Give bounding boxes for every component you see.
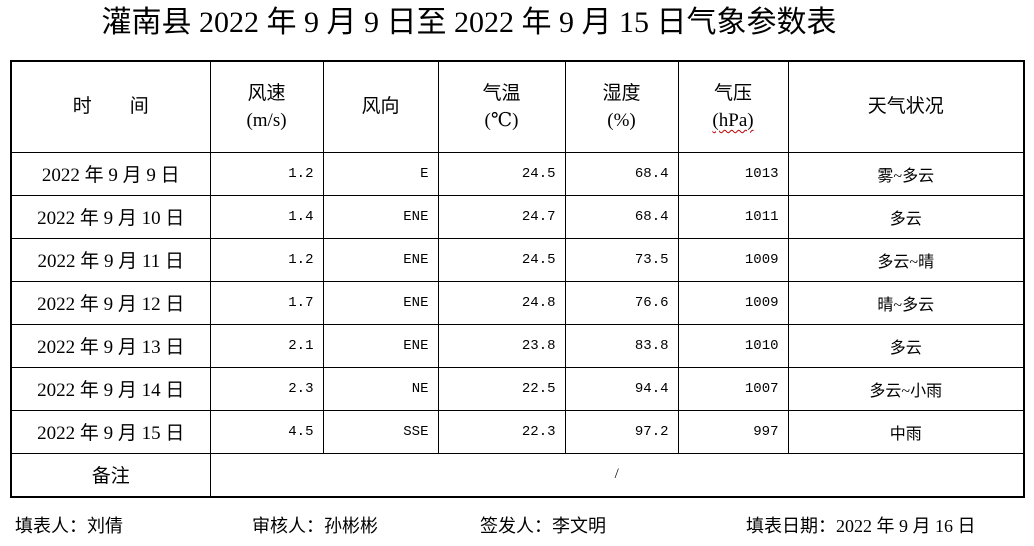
col-header-pressure-label: 气压 bbox=[713, 82, 752, 104]
pressure-cell: 1009 bbox=[677, 237, 789, 282]
humidity-cell: 94.4 bbox=[564, 366, 679, 411]
wind-speed-cell: 4.5 bbox=[209, 409, 324, 454]
humidity-cell: 76.6 bbox=[564, 280, 679, 325]
temperature-cell: 24.7 bbox=[437, 194, 566, 239]
reviewed-by: 审核人：孙彬彬 bbox=[252, 516, 378, 536]
weather-condition-cell: 多云 bbox=[787, 323, 1025, 368]
wind-speed-cell: 1.2 bbox=[209, 151, 324, 196]
issued-by: 签发人：李文明 bbox=[480, 516, 606, 536]
wind-direction-cell: NE bbox=[322, 366, 439, 411]
date-cell: 2022 年 9 月 13 日 bbox=[10, 323, 211, 368]
date-cell: 2022 年 9 月 14 日 bbox=[10, 366, 211, 411]
weather-parameters-table: 时 间 风速 (m/s) 风向 气温 (℃) 湿度 (%) 气压 (hPa) bbox=[10, 60, 1025, 498]
wind-speed-cell: 1.7 bbox=[209, 280, 324, 325]
col-header-wind-speed-unit: (m/s) bbox=[246, 109, 287, 131]
wind-direction-cell: SSE bbox=[322, 409, 439, 454]
col-header-pressure: 气压 (hPa) bbox=[677, 60, 789, 153]
table-row: 2022 年 9 月 10 日 1.4 ENE 24.7 68.4 1011 多… bbox=[10, 194, 1025, 239]
pressure-cell: 1007 bbox=[677, 366, 789, 411]
col-header-temperature: 气温 (℃) bbox=[437, 60, 566, 153]
weather-condition-cell: 中雨 bbox=[787, 409, 1025, 454]
col-header-time-label: 时 间 bbox=[72, 96, 149, 118]
weather-condition-cell: 多云 bbox=[787, 194, 1025, 239]
pressure-cell: 1010 bbox=[677, 323, 789, 368]
table-row: 2022 年 9 月 9 日 1.2 E 24.5 68.4 1013 雾~多云 bbox=[10, 151, 1025, 196]
table-row: 2022 年 9 月 14 日 2.3 NE 22.5 94.4 1007 多云… bbox=[10, 366, 1025, 411]
page-title: 灌南县 2022 年 9 月 9 日至 2022 年 9 月 15 日气象参数表 bbox=[101, 6, 837, 39]
humidity-cell: 68.4 bbox=[564, 151, 679, 196]
table-row: 2022 年 9 月 11 日 1.2 ENE 24.5 73.5 1009 多… bbox=[10, 237, 1025, 282]
wind-direction-cell: E bbox=[322, 151, 439, 196]
temperature-cell: 22.3 bbox=[437, 409, 566, 454]
col-header-time: 时 间 bbox=[10, 60, 211, 153]
col-header-pressure-unit: (hPa) bbox=[712, 109, 754, 131]
table-row: 2022 年 9 月 15 日 4.5 SSE 22.3 97.2 997 中雨 bbox=[10, 409, 1025, 454]
col-header-wind-speed: 风速 (m/s) bbox=[209, 60, 324, 153]
wind-direction-cell: ENE bbox=[322, 237, 439, 282]
col-header-humidity-unit: (%) bbox=[607, 109, 636, 131]
wind-speed-cell: 1.4 bbox=[209, 194, 324, 239]
pressure-cell: 1013 bbox=[677, 151, 789, 196]
humidity-cell: 83.8 bbox=[564, 323, 679, 368]
table-header-row: 时 间 风速 (m/s) 风向 气温 (℃) 湿度 (%) 气压 (hPa) bbox=[10, 60, 1025, 153]
wind-speed-cell: 1.2 bbox=[209, 237, 324, 282]
remark-row: 备注 / bbox=[10, 452, 1025, 498]
weather-condition-cell: 雾~多云 bbox=[787, 151, 1025, 196]
date-cell: 2022 年 9 月 15 日 bbox=[10, 409, 211, 454]
weather-condition-cell: 多云~小雨 bbox=[787, 366, 1025, 411]
date-cell: 2022 年 9 月 9 日 bbox=[10, 151, 211, 196]
temperature-cell: 24.5 bbox=[437, 151, 566, 196]
weather-condition-cell: 多云~晴 bbox=[787, 237, 1025, 282]
wind-direction-cell: ENE bbox=[322, 194, 439, 239]
date-cell: 2022 年 9 月 10 日 bbox=[10, 194, 211, 239]
fill-date: 填表日期：2022 年 9 月 16 日 bbox=[746, 516, 976, 536]
filled-by: 填表人：刘倩 bbox=[15, 516, 123, 536]
date-cell: 2022 年 9 月 12 日 bbox=[10, 280, 211, 325]
pressure-cell: 1009 bbox=[677, 280, 789, 325]
col-header-wind-direction-label: 风向 bbox=[361, 96, 400, 118]
remark-label: 备注 bbox=[10, 452, 211, 498]
remark-value: / bbox=[209, 452, 1025, 498]
wind-speed-cell: 2.1 bbox=[209, 323, 324, 368]
col-header-wind-direction: 风向 bbox=[322, 60, 439, 153]
col-header-humidity: 湿度 (%) bbox=[564, 60, 679, 153]
table-row: 2022 年 9 月 12 日 1.7 ENE 24.8 76.6 1009 晴… bbox=[10, 280, 1025, 325]
col-header-humidity-label: 湿度 bbox=[602, 82, 641, 104]
humidity-cell: 68.4 bbox=[564, 194, 679, 239]
pressure-cell: 1011 bbox=[677, 194, 789, 239]
col-header-weather-condition: 天气状况 bbox=[787, 60, 1025, 153]
table-row: 2022 年 9 月 13 日 2.1 ENE 23.8 83.8 1010 多… bbox=[10, 323, 1025, 368]
title-bar: 灌南县 2022 年 9 月 9 日至 2022 年 9 月 15 日气象参数表 bbox=[0, 4, 938, 42]
humidity-cell: 73.5 bbox=[564, 237, 679, 282]
temperature-cell: 22.5 bbox=[437, 366, 566, 411]
temperature-cell: 24.5 bbox=[437, 237, 566, 282]
wind-direction-cell: ENE bbox=[322, 280, 439, 325]
col-header-weather-condition-label: 天气状况 bbox=[867, 96, 944, 118]
temperature-cell: 24.8 bbox=[437, 280, 566, 325]
wind-speed-cell: 2.3 bbox=[209, 366, 324, 411]
wind-direction-cell: ENE bbox=[322, 323, 439, 368]
weather-condition-cell: 晴~多云 bbox=[787, 280, 1025, 325]
humidity-cell: 97.2 bbox=[564, 409, 679, 454]
temperature-cell: 23.8 bbox=[437, 323, 566, 368]
date-cell: 2022 年 9 月 11 日 bbox=[10, 237, 211, 282]
signature-footer: 填表人：刘倩 审核人：孙彬彬 签发人：李文明 填表日期：2022 年 9 月 1… bbox=[0, 506, 1034, 546]
pressure-cell: 997 bbox=[677, 409, 789, 454]
col-header-temperature-unit: (℃) bbox=[484, 109, 519, 131]
col-header-wind-speed-label: 风速 bbox=[247, 82, 286, 104]
col-header-temperature-label: 气温 bbox=[482, 82, 521, 104]
